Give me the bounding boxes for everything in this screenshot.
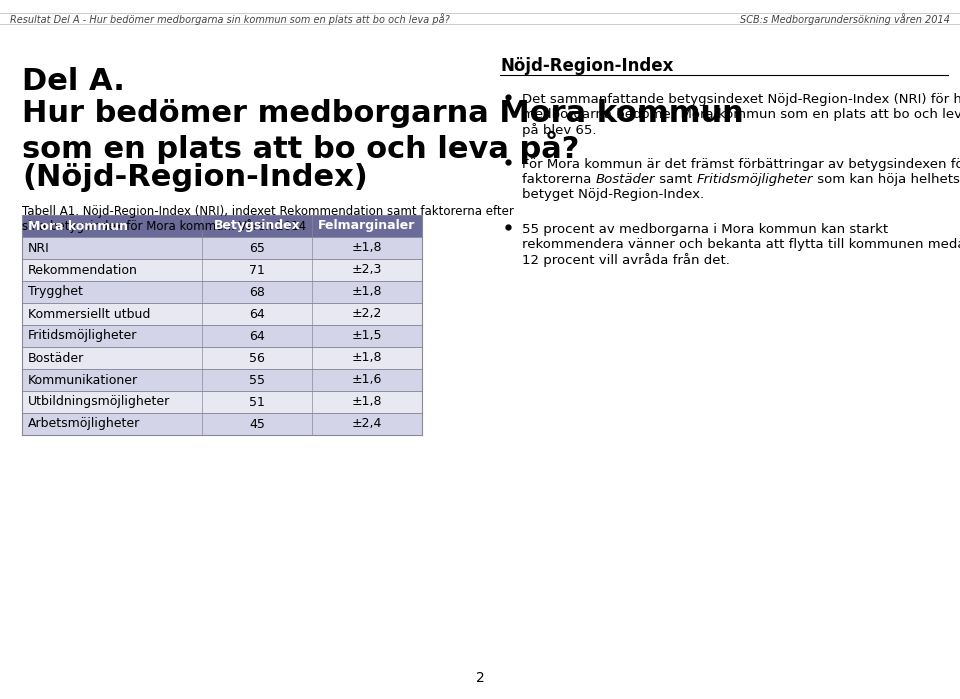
Text: Bostäder: Bostäder	[28, 352, 84, 364]
Text: Tabell A1. Nöjd-Region-Index (NRI), indexet Rekommendation samt faktorerna efter: Tabell A1. Nöjd-Region-Index (NRI), inde…	[22, 205, 514, 218]
Text: Del A.: Del A.	[22, 67, 125, 96]
Text: För Mora kommun är det främst förbättringar av betygsindexen för: För Mora kommun är det främst förbättrin…	[522, 158, 960, 171]
Text: ±2,3: ±2,3	[351, 264, 382, 277]
FancyBboxPatch shape	[22, 369, 422, 391]
Text: ±1,8: ±1,8	[351, 396, 382, 408]
Text: Trygghet: Trygghet	[28, 285, 83, 298]
Text: samt: samt	[655, 173, 697, 186]
Text: Hur bedömer medborgarna Mora kommun: Hur bedömer medborgarna Mora kommun	[22, 99, 744, 128]
FancyBboxPatch shape	[22, 391, 422, 413]
Text: betyget Nöjd-Region-Index.: betyget Nöjd-Region-Index.	[522, 188, 704, 201]
Text: Arbetsmöjligheter: Arbetsmöjligheter	[28, 417, 140, 431]
Text: (Nöjd-Region-Index): (Nöjd-Region-Index)	[22, 163, 368, 192]
Text: ±1,8: ±1,8	[351, 285, 382, 298]
Text: 65: 65	[249, 241, 265, 254]
FancyBboxPatch shape	[22, 347, 422, 369]
Text: Resultat Del A - Hur bedömer medborgarna sin kommun som en plats att bo och leva: Resultat Del A - Hur bedömer medborgarna…	[10, 13, 449, 25]
FancyBboxPatch shape	[22, 303, 422, 325]
Text: Det sammanfattande betygsindexet Nöjd-Region-Index (NRI) för hur: Det sammanfattande betygsindexet Nöjd-Re…	[522, 93, 960, 106]
Text: Utbildningsmöjligheter: Utbildningsmöjligheter	[28, 396, 170, 408]
Text: Felmarginaler: Felmarginaler	[319, 219, 416, 233]
Text: Betygsindex: Betygsindex	[214, 219, 300, 233]
Text: Kommersiellt utbud: Kommersiellt utbud	[28, 308, 151, 321]
Text: som en plats att bo och leva på?: som en plats att bo och leva på?	[22, 131, 580, 164]
Text: NRI: NRI	[28, 241, 50, 254]
Text: 55: 55	[249, 373, 265, 387]
FancyBboxPatch shape	[22, 215, 422, 237]
Text: som kan höja helhets-: som kan höja helhets-	[813, 173, 960, 186]
Text: Kommunikationer: Kommunikationer	[28, 373, 138, 387]
Text: 56: 56	[249, 352, 265, 364]
Text: Fritidsmöjligheter: Fritidsmöjligheter	[697, 173, 813, 186]
FancyBboxPatch shape	[22, 325, 422, 347]
Text: faktorerna: faktorerna	[522, 173, 595, 186]
Text: 2: 2	[475, 671, 485, 685]
Text: ±1,8: ±1,8	[351, 241, 382, 254]
FancyBboxPatch shape	[22, 259, 422, 281]
Text: Rekommendation: Rekommendation	[28, 264, 138, 277]
Text: 64: 64	[250, 329, 265, 343]
Text: 12 procent vill avråda från det.: 12 procent vill avråda från det.	[522, 253, 730, 267]
Text: Fritidsmöjligheter: Fritidsmöjligheter	[28, 329, 137, 343]
Text: rekommendera vänner och bekanta att flytta till kommunen medan: rekommendera vänner och bekanta att flyt…	[522, 238, 960, 251]
Text: SCB:s Medborgarundersökning våren 2014: SCB:s Medborgarundersökning våren 2014	[740, 13, 950, 25]
Text: 68: 68	[249, 285, 265, 298]
Text: 55 procent av medborgarna i Mora kommun kan starkt: 55 procent av medborgarna i Mora kommun …	[522, 223, 888, 236]
Text: sina betygsindex för Mora kommun. Våren 2014: sina betygsindex för Mora kommun. Våren …	[22, 219, 306, 233]
Text: Bostäder: Bostäder	[595, 173, 655, 186]
Text: 71: 71	[249, 264, 265, 277]
Text: ±1,5: ±1,5	[351, 329, 382, 343]
Text: ±2,2: ±2,2	[351, 308, 382, 321]
Text: på blev 65.: på blev 65.	[522, 123, 596, 137]
FancyBboxPatch shape	[22, 237, 422, 259]
Text: Mora kommun: Mora kommun	[28, 219, 128, 233]
FancyBboxPatch shape	[22, 281, 422, 303]
Text: 45: 45	[249, 417, 265, 431]
Text: Nöjd-Region-Index: Nöjd-Region-Index	[500, 57, 673, 75]
Text: ±1,6: ±1,6	[351, 373, 382, 387]
Text: medborgarna bedömer Mora kommun som en plats att bo och leva: medborgarna bedömer Mora kommun som en p…	[522, 108, 960, 121]
Text: ±2,4: ±2,4	[351, 417, 382, 431]
Text: 51: 51	[249, 396, 265, 408]
Text: 64: 64	[250, 308, 265, 321]
FancyBboxPatch shape	[22, 413, 422, 435]
Text: ±1,8: ±1,8	[351, 352, 382, 364]
